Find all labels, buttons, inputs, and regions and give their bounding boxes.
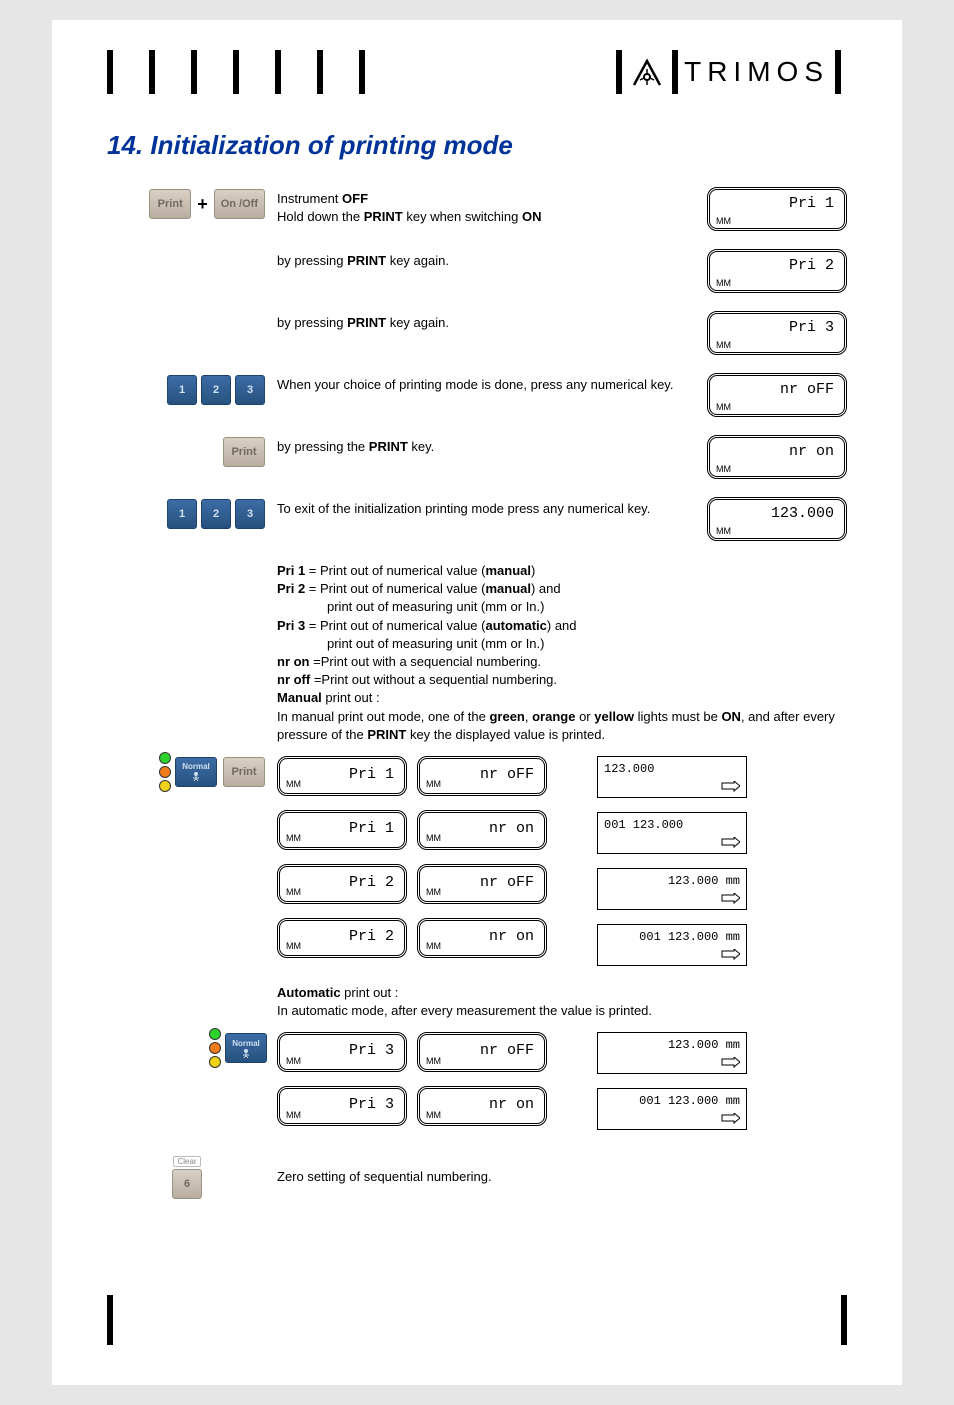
header-tick: [317, 50, 323, 94]
lcd-display: nr oFFMM: [417, 864, 547, 904]
step-row: Print + On /Off Instrument OFFHold down the…: [107, 187, 847, 243]
key-1[interactable]: 1: [167, 499, 197, 529]
key-3[interactable]: 3: [235, 375, 265, 405]
light-green: [209, 1028, 221, 1040]
light-orange: [159, 766, 171, 778]
printout-slip: 001 123.000: [597, 812, 747, 854]
traffic-lights: [159, 752, 171, 792]
header-tick: [191, 50, 197, 94]
lcd-display: nr oFFMM: [707, 373, 847, 417]
lcd-display: Pri 3MM: [707, 311, 847, 355]
printout-slip: 123.000 mm: [597, 1032, 747, 1074]
lcd-display: nr onMM: [417, 810, 547, 850]
section-title: 14. Initialization of printing mode: [107, 130, 847, 161]
printout-slip: 123.000 mm: [597, 868, 747, 910]
onoff-button[interactable]: On /Off: [214, 189, 265, 219]
page: TRIMOS 14. Initialization of printing mo…: [52, 20, 902, 1385]
header-tick: [233, 50, 239, 94]
clear-label: Clear: [173, 1156, 200, 1167]
auto-matrix-row: Normal Pri 3MM Pri 3MMnr oFFMM nr onMM 123.…: [107, 1026, 847, 1144]
lcd-display: nr onMM: [417, 918, 547, 958]
manual-matrix-row: Normal Print Pri 1MM Pri 1MM Pri 2MM Pri 2M…: [107, 750, 847, 1020]
steps-block: Print + On /Off Instrument OFFHold down the…: [107, 187, 847, 553]
light-green: [159, 752, 171, 764]
key-6[interactable]: 6: [172, 1169, 202, 1199]
lcd-display: Pri 1MM: [277, 810, 407, 850]
printout-slip: 001 123.000 mm: [597, 924, 747, 966]
lcd-display: Pri 2MM: [277, 864, 407, 904]
step-text: by pressing the PRINT key.: [277, 435, 687, 491]
lcd-display: Pri 3MM: [277, 1032, 407, 1072]
step-row: by pressing PRINT key again. Pri 2MM: [107, 249, 847, 305]
brand-bar: [616, 50, 622, 94]
step-row: Print by pressing the PRINT key. nr onMM: [107, 435, 847, 491]
brand-bar: [835, 50, 841, 94]
print-button[interactable]: Print: [149, 189, 191, 219]
lcd-display: nr onMM: [707, 435, 847, 479]
key-3[interactable]: 3: [235, 499, 265, 529]
light-orange: [209, 1042, 221, 1054]
normal-button[interactable]: Normal: [225, 1033, 267, 1063]
header-tick: [149, 50, 155, 94]
step-text: by pressing PRINT key again.: [277, 311, 687, 367]
definitions: Pri 1 = Print out of numerical value (ma…: [277, 559, 847, 744]
definitions-row: Pri 1 = Print out of numerical value (ma…: [107, 559, 847, 744]
step-text: by pressing PRINT key again.: [277, 249, 687, 305]
lcd-display: Pri 2MM: [277, 918, 407, 958]
normal-button[interactable]: Normal: [175, 757, 217, 787]
brand: TRIMOS: [610, 50, 847, 94]
lcd-display: Pri 1MM: [277, 756, 407, 796]
light-yellow: [159, 780, 171, 792]
step-text: Instrument OFFHold down the PRINT key wh…: [277, 187, 687, 243]
print-button[interactable]: Print: [223, 437, 265, 467]
header: TRIMOS: [107, 50, 847, 94]
lcd-display: Pri 2MM: [707, 249, 847, 293]
key-2[interactable]: 2: [201, 375, 231, 405]
lcd-display: nr onMM: [417, 1086, 547, 1126]
step-row: 123 To exit of the initialization printin…: [107, 497, 847, 553]
light-yellow: [209, 1056, 221, 1068]
header-tick: [359, 50, 365, 94]
header-tick: [275, 50, 281, 94]
step-row: by pressing PRINT key again. Pri 3MM: [107, 311, 847, 367]
clear-row: Clear 6 Zero setting of sequential numbe…: [107, 1154, 847, 1199]
step-text: To exit of the initialization printing m…: [277, 497, 687, 553]
printout-slip: 001 123.000 mm: [597, 1088, 747, 1130]
step-row: 123 When your choice of printing mode is …: [107, 373, 847, 429]
key-2[interactable]: 2: [201, 499, 231, 529]
lcd-display: Pri 1MM: [707, 187, 847, 231]
zero-text: Zero setting of sequential numbering.: [277, 1154, 847, 1199]
lcd-display: 123.000MM: [707, 497, 847, 541]
brand-bar: [672, 50, 678, 94]
traffic-lights: [209, 1028, 221, 1068]
header-tick: [107, 50, 113, 94]
plus-sign: +: [197, 194, 208, 215]
footer-bars: [107, 1295, 847, 1345]
print-button[interactable]: Print: [223, 757, 265, 787]
printout-slip: 123.000: [597, 756, 747, 798]
step-text: When your choice of printing mode is don…: [277, 373, 687, 429]
lcd-display: nr oFFMM: [417, 1032, 547, 1072]
brand-logo-icon: [630, 55, 664, 89]
lcd-display: Pri 3MM: [277, 1086, 407, 1126]
brand-text: TRIMOS: [684, 56, 829, 88]
lcd-display: nr oFFMM: [417, 756, 547, 796]
key-1[interactable]: 1: [167, 375, 197, 405]
